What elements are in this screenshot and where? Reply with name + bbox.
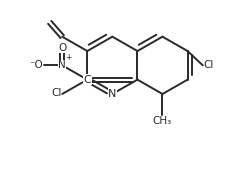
Text: +: + [65,53,72,62]
Text: Cl: Cl [51,88,61,98]
Text: N: N [108,89,117,99]
Text: C: C [83,75,91,85]
Text: N: N [58,60,66,70]
Text: O: O [58,43,66,53]
Text: CH₃: CH₃ [153,116,172,126]
Text: ⁻O: ⁻O [30,60,43,70]
Text: Cl: Cl [204,60,214,70]
